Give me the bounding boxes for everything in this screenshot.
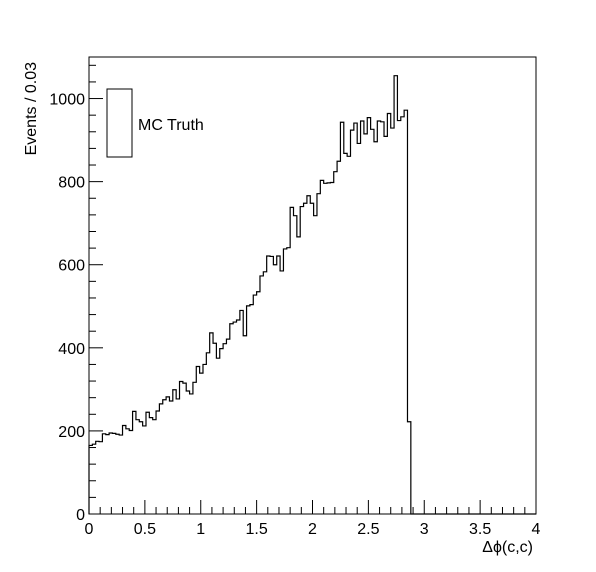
x-tick-label: 1 (196, 521, 205, 538)
legend-entry-label: MC Truth (138, 117, 204, 134)
x-tick-label: 3.5 (469, 521, 491, 538)
x-tick-label: 3 (420, 521, 429, 538)
y-tick-label: 0 (76, 507, 85, 524)
x-tick-label: 0 (85, 521, 94, 538)
y-axis-title: Events / 0.03 (23, 62, 40, 155)
x-tick-label: 0.5 (134, 521, 156, 538)
legend-symbol-box (106, 88, 133, 158)
x-tick-label: 2.5 (357, 521, 379, 538)
x-tick-label: 4 (532, 521, 541, 538)
y-tick-label: 600 (58, 258, 85, 275)
x-tick-label: 2 (308, 521, 317, 538)
y-axis-ticks (89, 64, 103, 515)
y-tick-label: 800 (58, 175, 85, 192)
y-tick-label: 400 (58, 341, 85, 358)
y-tick-label: 1000 (49, 92, 85, 109)
x-axis-tick-labels: 0 0.5 1 1.5 2 2.5 3 3.5 4 (85, 521, 541, 538)
y-tick-label: 200 (58, 424, 85, 441)
histogram-series-line (88, 75, 536, 515)
x-axis-title: Δϕ(c,c) (482, 539, 533, 556)
x-tick-label: 1.5 (246, 521, 268, 538)
y-axis-tick-labels: 0 200 400 600 800 1000 (49, 92, 85, 524)
